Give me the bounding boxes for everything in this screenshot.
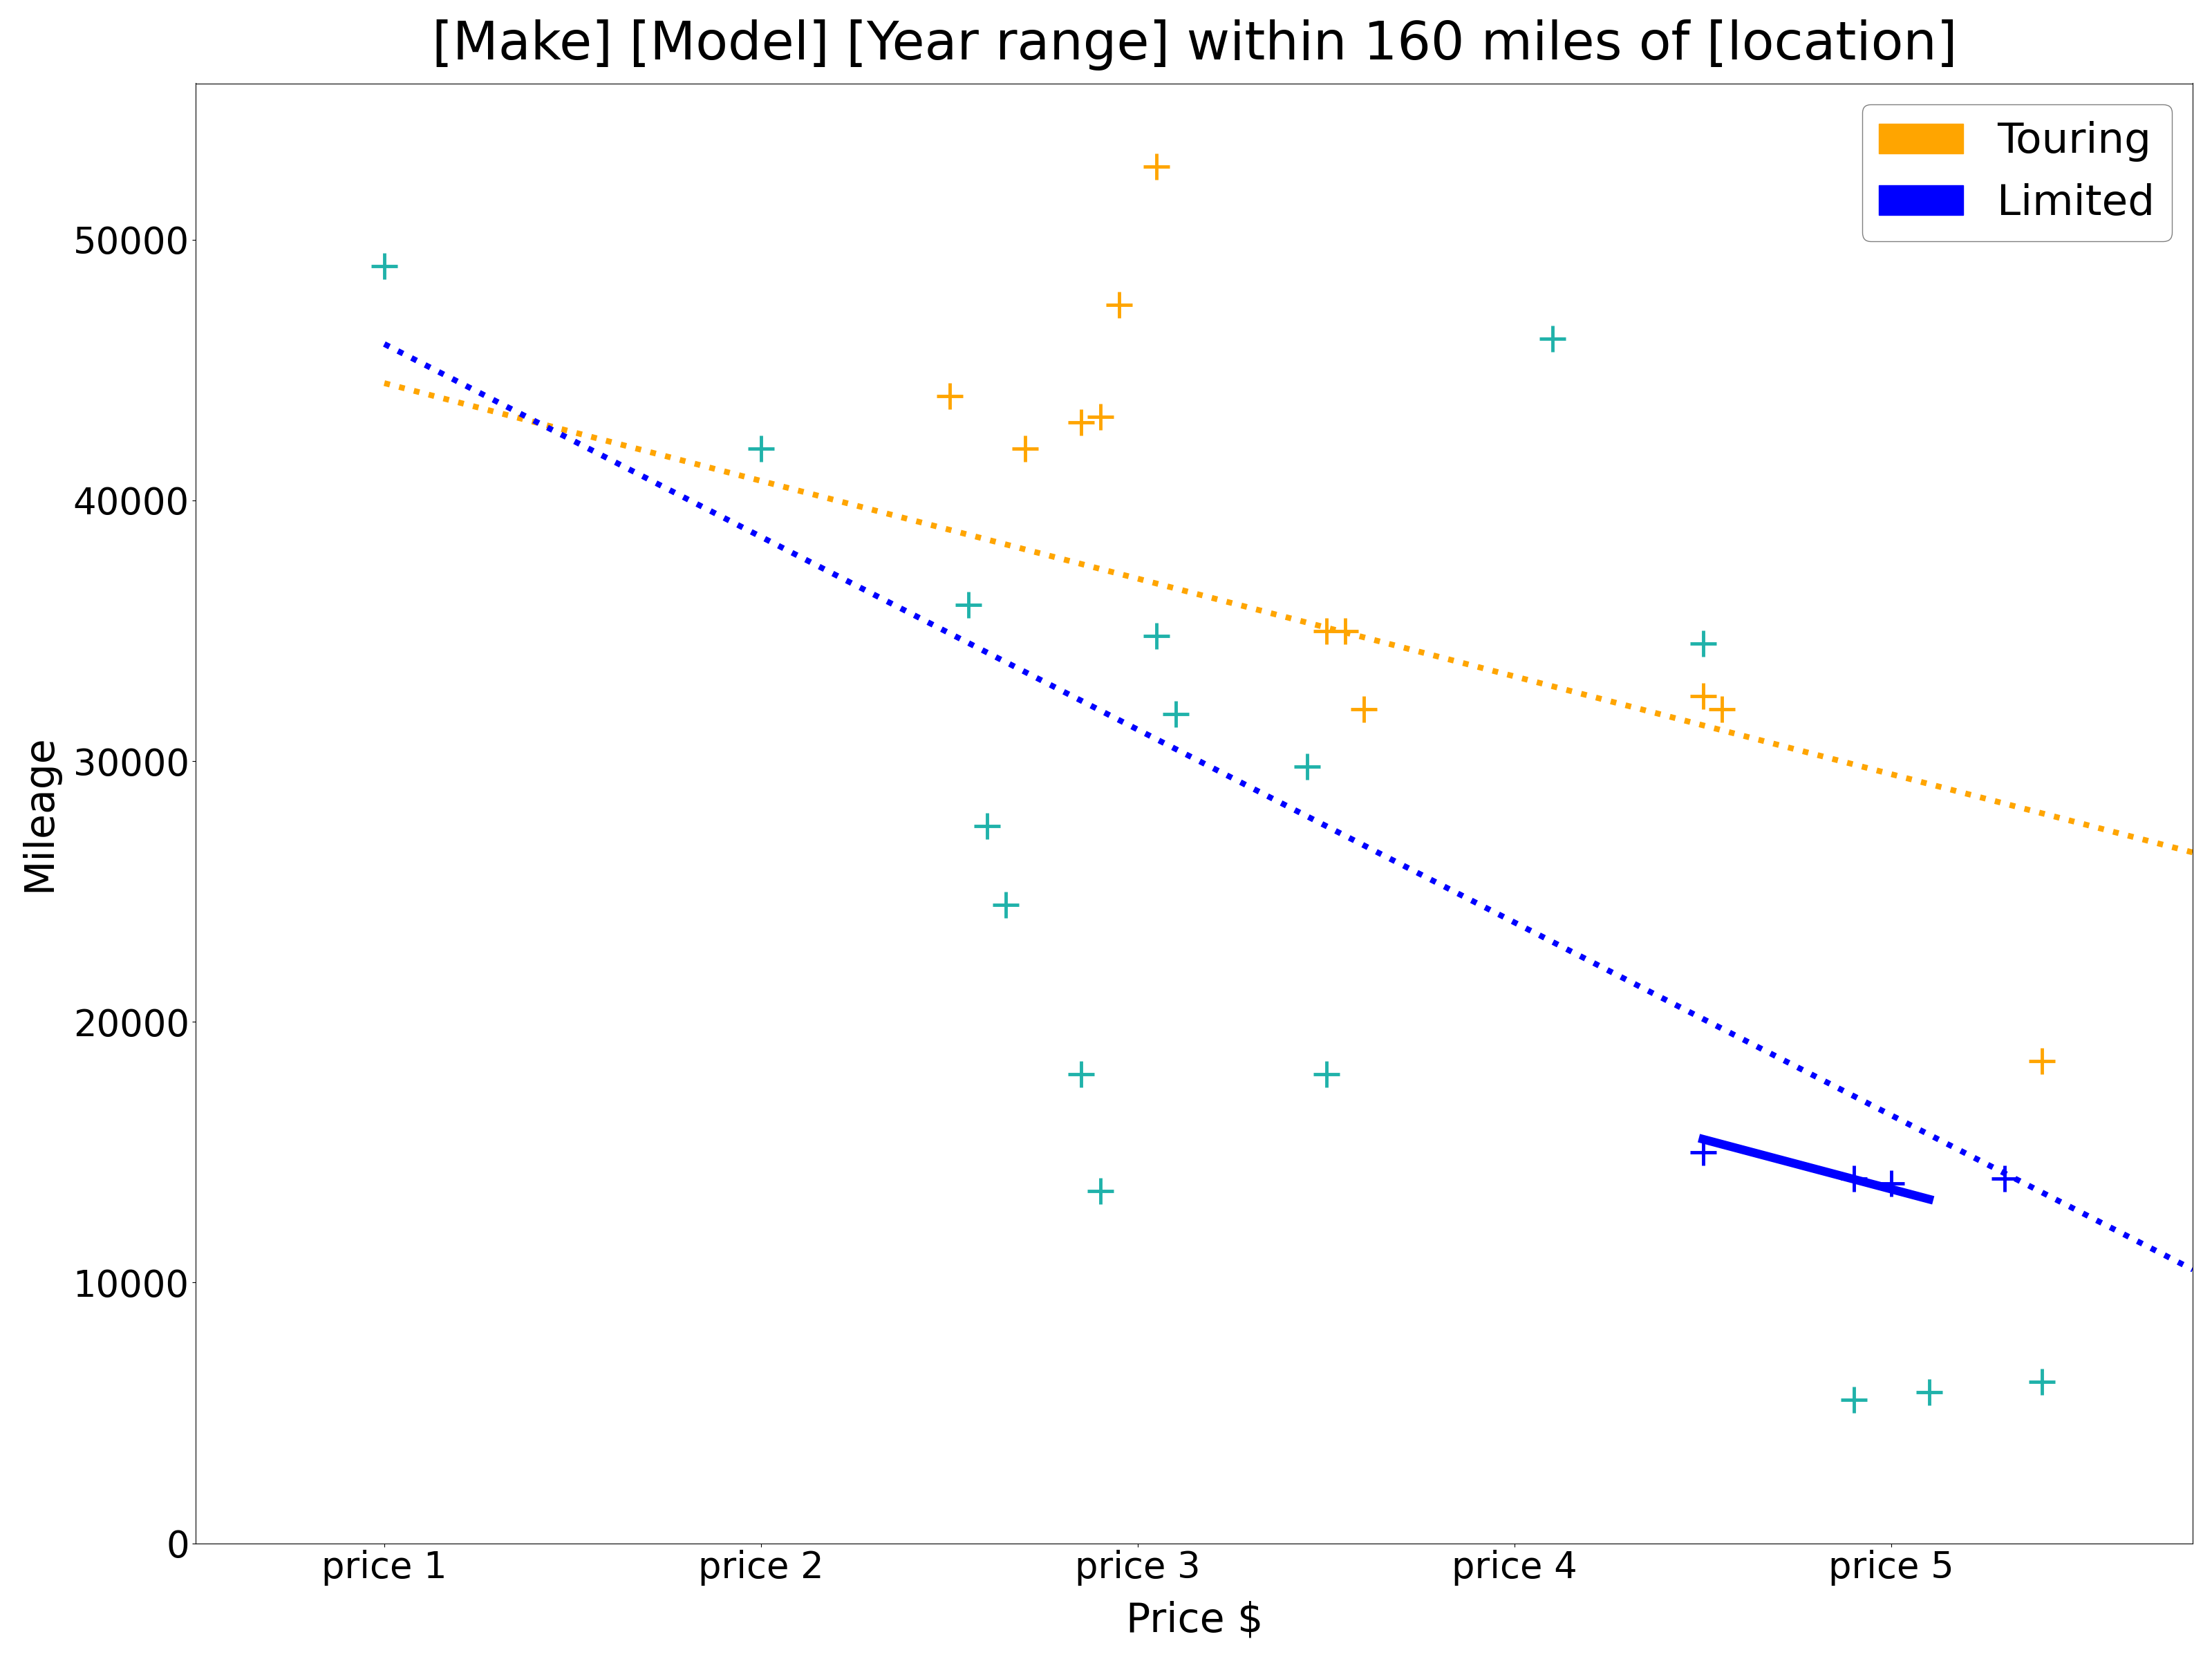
Title: [Make] [Model] [Year range] within 160 miles of [location]: [Make] [Model] [Year range] within 160 m… bbox=[431, 20, 1958, 70]
X-axis label: Price $: Price $ bbox=[1126, 1601, 1263, 1639]
Y-axis label: Mileage: Mileage bbox=[20, 735, 58, 893]
Legend: Touring, Limited: Touring, Limited bbox=[1863, 105, 2172, 241]
